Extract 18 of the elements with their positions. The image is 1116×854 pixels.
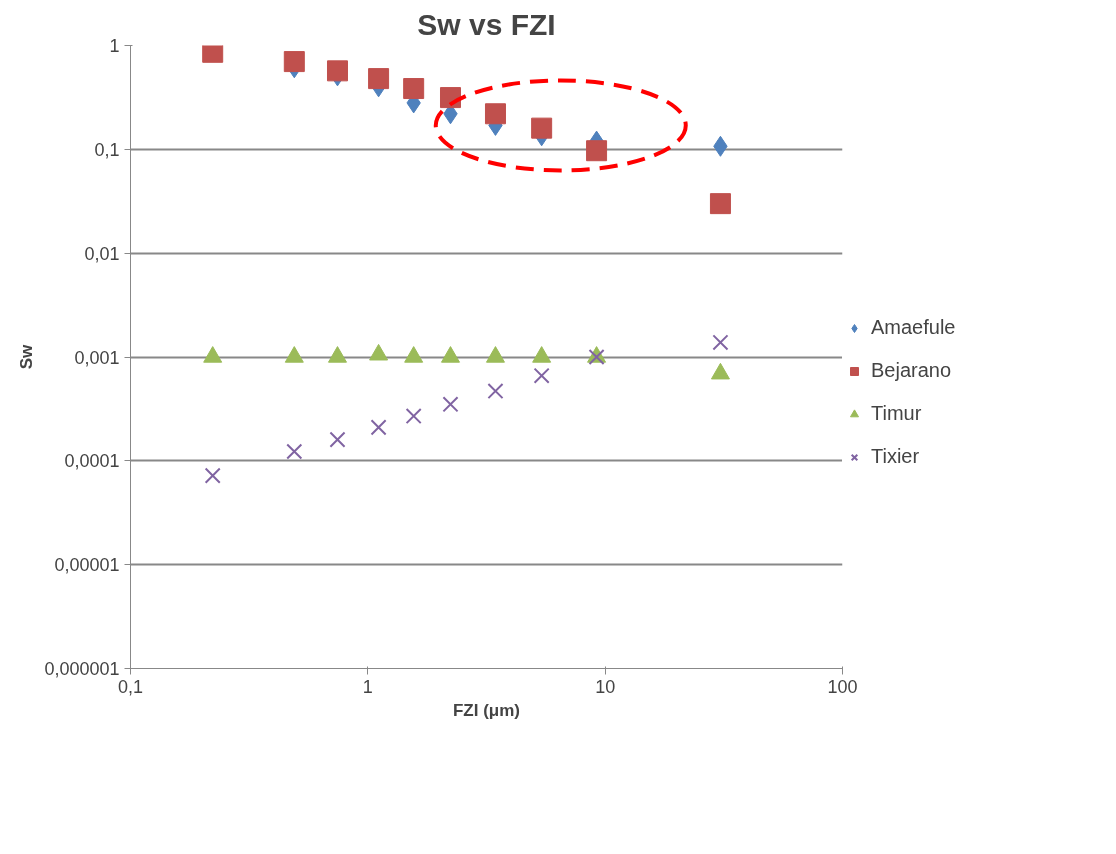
y-tick-label: 1 xyxy=(109,36,120,56)
legend-label: Amaefule xyxy=(871,316,956,339)
y-tick-label: 0,00001 xyxy=(54,555,120,576)
x-tick-label: 0,1 xyxy=(117,676,144,697)
y-tick-label: 0,000001 xyxy=(44,659,120,679)
x-tick-label: 100 xyxy=(827,676,858,697)
legend-label: Bejarano xyxy=(871,359,952,382)
y-tick-label: 0,0001 xyxy=(64,451,120,472)
x-axis-title: FZI (μm) xyxy=(452,700,521,720)
x-tick-label: 10 xyxy=(595,676,616,697)
legend-label: Tixier xyxy=(871,445,920,468)
y-tick-label: 0,1 xyxy=(94,139,120,160)
y-axis-title: Sw xyxy=(17,343,37,370)
y-tick-label: 0,001 xyxy=(74,347,120,368)
y-tick-label: 0,01 xyxy=(84,243,120,264)
legend-label: Timur xyxy=(871,402,922,425)
chart-title: Sw vs FZI xyxy=(417,7,556,41)
x-tick-label: 1 xyxy=(362,676,373,697)
